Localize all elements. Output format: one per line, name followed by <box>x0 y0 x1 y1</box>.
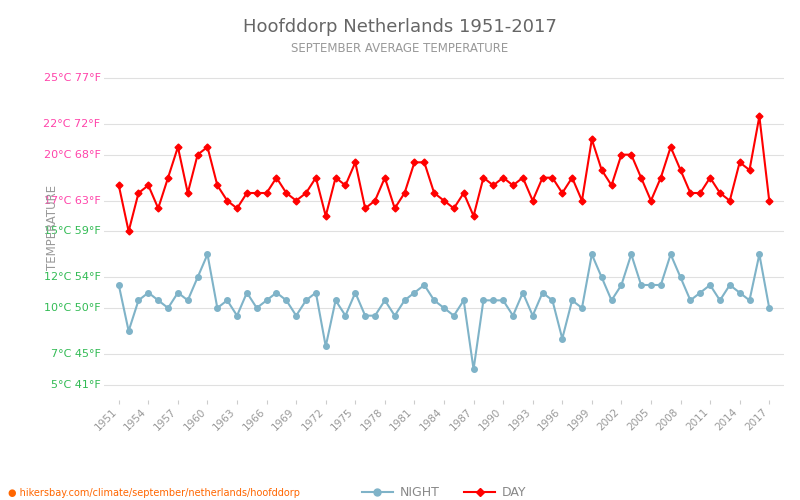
Text: 7°C 45°F: 7°C 45°F <box>50 349 101 359</box>
Text: 12°C 54°F: 12°C 54°F <box>44 272 101 282</box>
Text: 20°C 68°F: 20°C 68°F <box>44 150 101 160</box>
Text: TEMPERATURE: TEMPERATURE <box>46 185 59 270</box>
Text: 17°C 63°F: 17°C 63°F <box>44 196 101 205</box>
Text: ● hikersbay.com/climate/september/netherlands/hoofddorp: ● hikersbay.com/climate/september/nether… <box>8 488 300 498</box>
Text: 15°C 59°F: 15°C 59°F <box>44 226 101 236</box>
Text: 10°C 50°F: 10°C 50°F <box>44 303 101 313</box>
Text: 5°C 41°F: 5°C 41°F <box>51 380 101 390</box>
Text: SEPTEMBER AVERAGE TEMPERATURE: SEPTEMBER AVERAGE TEMPERATURE <box>291 42 509 56</box>
Text: Hoofddorp Netherlands 1951-2017: Hoofddorp Netherlands 1951-2017 <box>243 18 557 36</box>
Text: 25°C 77°F: 25°C 77°F <box>43 73 101 83</box>
Legend: NIGHT, DAY: NIGHT, DAY <box>357 481 531 500</box>
Text: 22°C 72°F: 22°C 72°F <box>43 119 101 129</box>
